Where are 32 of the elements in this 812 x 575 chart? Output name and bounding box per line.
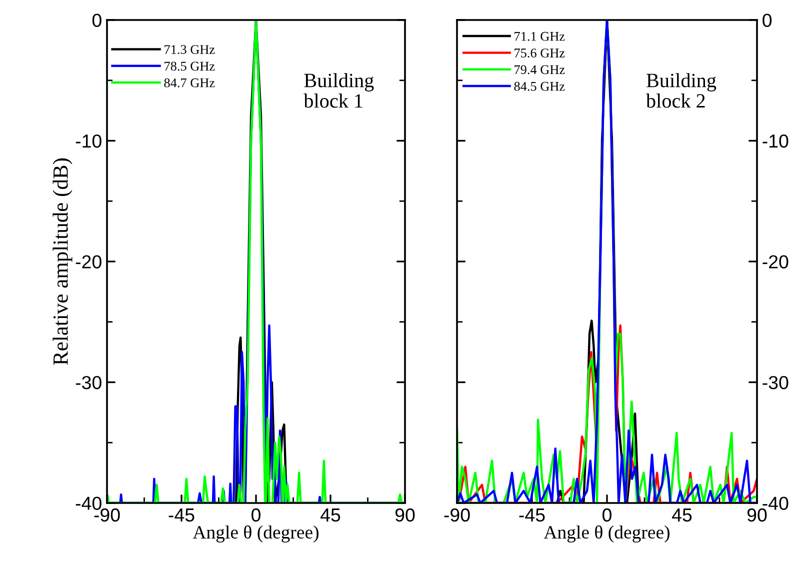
x-tick-label: 0 [602, 508, 612, 522]
annotation: Building block 1 [304, 73, 374, 108]
x-tick-label: 90 [747, 508, 767, 522]
legend-label: 71.1 GHz [514, 32, 565, 41]
x-axis-title: Angle θ (degree) [544, 525, 670, 542]
y-tick-label: -30 [76, 376, 102, 390]
x-tick-label: 0 [252, 508, 260, 522]
y-axis-title: Relative amplitude (dB) [52, 158, 72, 365]
x-tick-label: -90 [94, 508, 120, 522]
annotation: Building block 2 [646, 73, 716, 108]
y-tick-label: -20 [762, 255, 788, 268]
legend-label: 84.5 GHz [514, 82, 565, 91]
legend-label: 71.3 GHz [164, 45, 215, 54]
x-tick-label: 45 [320, 508, 340, 522]
legend-label: 79.4 GHz [514, 65, 565, 74]
legend-label: 78.5 GHz [164, 62, 215, 71]
x-tick-label: -45 [168, 508, 194, 522]
y-tick-label: -10 [762, 134, 788, 148]
y-tick-label: -10 [76, 134, 102, 148]
x-tick-label: 45 [672, 508, 692, 522]
y-tick-label: -40 [762, 496, 788, 510]
x-axis-title: Angle θ (degree) [192, 525, 318, 542]
x-tick-label: 90 [395, 508, 415, 522]
y-tick-label: 0 [92, 14, 102, 27]
y-tick-label: -40 [76, 496, 102, 510]
legend-label: 84.7 GHz [164, 78, 215, 88]
y-tick-label: -20 [76, 255, 102, 268]
y-tick-label: -30 [762, 376, 788, 390]
y-tick-label: 0 [762, 14, 772, 27]
x-tick-label: -90 [444, 508, 470, 522]
x-tick-label: -45 [519, 508, 545, 522]
legend-label: 75.6 GHz [514, 48, 565, 58]
